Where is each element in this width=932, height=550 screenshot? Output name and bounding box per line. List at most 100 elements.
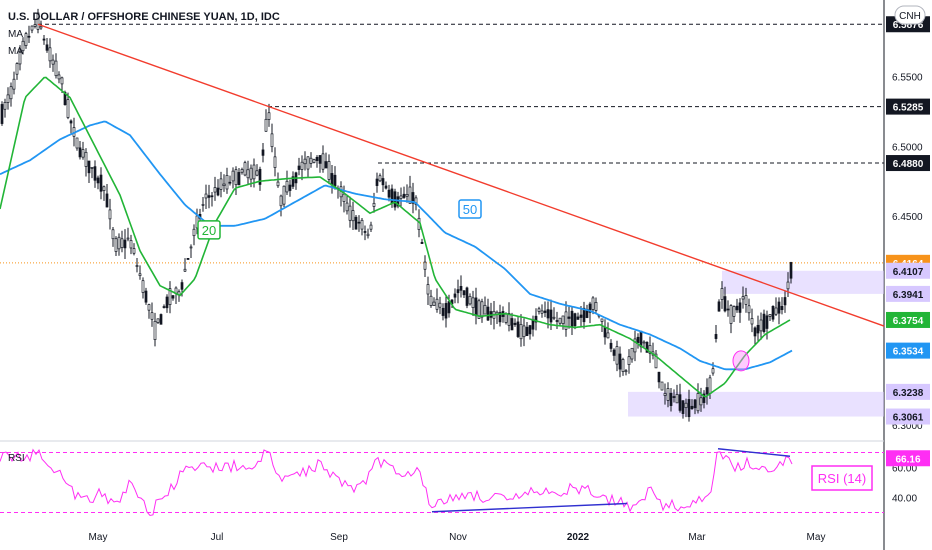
symbol-badge[interactable]: CNH xyxy=(894,5,926,25)
price-label-box[interactable] xyxy=(886,342,930,359)
rsi-axis-tick: 60.00 xyxy=(892,464,917,475)
price-label-value: 6.4880 xyxy=(893,159,924,170)
price-label-box[interactable] xyxy=(886,155,930,172)
candle-body xyxy=(756,324,760,334)
candle-body xyxy=(645,341,649,353)
candle-body xyxy=(141,280,145,293)
rsi-current-value: 66.16 xyxy=(895,454,920,465)
candle-body xyxy=(186,257,190,260)
candle-body xyxy=(300,161,304,170)
candle-body xyxy=(753,327,757,337)
price-label-value: 6.3534 xyxy=(893,347,924,358)
candle-body xyxy=(522,325,526,338)
price-axis[interactable]: 6.5500 6.5000 6.4500 6.3000 6.5876 6.5285 6.48… xyxy=(886,16,930,505)
candle-body xyxy=(723,296,727,312)
price-label-box[interactable] xyxy=(886,408,930,425)
price-label-box[interactable] xyxy=(886,285,930,302)
candle-body xyxy=(504,313,508,323)
candle-body xyxy=(681,400,685,414)
candle-body xyxy=(441,307,445,316)
price-axis-tick: 6.3000 xyxy=(892,421,923,432)
candle-body xyxy=(105,193,109,208)
candle-body xyxy=(459,286,463,291)
candle-body xyxy=(54,60,58,77)
candle-body xyxy=(111,229,115,240)
candle-body xyxy=(171,295,175,299)
candle-body xyxy=(741,296,745,300)
candle-body xyxy=(513,322,517,325)
ma-50-tag-text: 50 xyxy=(463,202,477,217)
candle-body xyxy=(132,248,136,254)
candle-body xyxy=(144,290,148,303)
candle-body xyxy=(51,59,55,65)
candle-body xyxy=(282,185,286,205)
candle-body xyxy=(432,301,436,306)
candle-body xyxy=(240,169,244,173)
candle-body xyxy=(546,309,550,319)
candle-body xyxy=(138,273,142,277)
price-label-box[interactable] xyxy=(886,262,930,279)
price-label-box[interactable] xyxy=(886,383,930,400)
candle-body xyxy=(261,149,265,156)
candle-body xyxy=(114,238,118,252)
candle-body xyxy=(180,282,184,290)
candle-body xyxy=(423,261,427,270)
candle-body xyxy=(135,265,139,267)
candle-body xyxy=(735,305,739,311)
candle-body xyxy=(15,63,19,75)
candle-body xyxy=(246,169,250,179)
ma-legend-2[interactable]: MA xyxy=(8,46,23,57)
candle-body xyxy=(12,78,16,90)
price-label-box[interactable] xyxy=(886,98,930,115)
candle-body xyxy=(324,161,328,169)
rsi-name-label: RSI (14) xyxy=(818,471,866,486)
candle-body xyxy=(24,33,28,46)
time-axis-tick: Mar xyxy=(688,532,706,543)
rsi-pane: RSI RSI (14) xyxy=(0,448,884,517)
candle-body xyxy=(777,301,781,314)
candle-body xyxy=(6,94,10,103)
candle-body xyxy=(786,281,790,290)
candle-body xyxy=(759,319,763,332)
candle-body xyxy=(720,288,724,300)
candle-body xyxy=(102,186,106,191)
candle-body xyxy=(732,306,736,317)
candle-body xyxy=(426,284,430,295)
ma-legend-1[interactable]: MA xyxy=(8,29,23,40)
candle-body xyxy=(447,301,451,314)
candle-body xyxy=(342,193,346,202)
candle-body xyxy=(663,393,667,396)
candle-body xyxy=(249,167,253,180)
candle-body xyxy=(243,162,247,176)
candle-body xyxy=(216,187,220,196)
price-label-box[interactable] xyxy=(886,311,930,328)
candle-body xyxy=(384,185,388,189)
rsi-axis-tick: 40.00 xyxy=(892,494,917,505)
candle-body xyxy=(555,320,559,322)
candle-body xyxy=(780,305,784,311)
time-axis[interactable]: May Jul Sep Nov 2022 Mar May xyxy=(89,532,826,543)
candle-body xyxy=(291,176,295,187)
candle-body xyxy=(42,38,46,41)
candle-body xyxy=(729,305,733,324)
candle-body xyxy=(279,195,283,207)
candle-body xyxy=(612,349,616,356)
chart-title: U.S. DOLLAR / OFFSHORE CHINESE YUAN, 1D,… xyxy=(8,11,280,23)
candle-body xyxy=(582,307,586,323)
price-label-value: 6.4107 xyxy=(893,267,924,278)
candle-body xyxy=(60,77,64,85)
candle-body xyxy=(564,311,568,330)
candle-body xyxy=(150,312,154,320)
candle-body xyxy=(351,210,355,222)
rsi-value-box[interactable] xyxy=(886,450,930,467)
candle-body xyxy=(579,314,583,318)
price-label-value: 6.3941 xyxy=(893,290,924,301)
candle-body xyxy=(225,175,229,190)
candle-body xyxy=(486,306,490,321)
candle-body xyxy=(99,174,103,192)
horizontal-levels xyxy=(0,23,884,264)
candle-body xyxy=(231,170,235,182)
candle-body xyxy=(717,301,721,312)
rsi-pane-label: RSI xyxy=(8,453,25,464)
zone-rect xyxy=(628,391,884,417)
